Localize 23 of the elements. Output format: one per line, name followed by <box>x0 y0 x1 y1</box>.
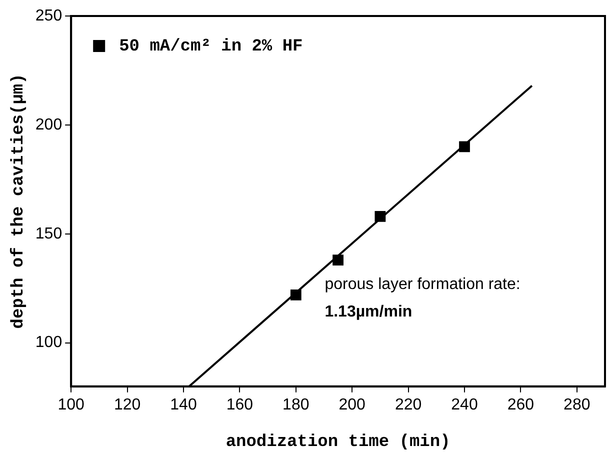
annotation: porous layer formation rate: <box>324 276 520 293</box>
x-tick-label: 180 <box>282 396 310 414</box>
x-tick-label: 200 <box>338 396 366 414</box>
point <box>374 211 386 222</box>
x-tick-label: 260 <box>507 396 534 414</box>
x-axis-title: anodization time (min) <box>226 433 450 452</box>
x-tick-label: 160 <box>226 396 254 414</box>
y-tick-label: 100 <box>35 334 62 352</box>
x-tick-label: 220 <box>394 396 422 414</box>
x-tick-label: 240 <box>451 396 478 414</box>
point <box>332 254 344 266</box>
x-tick-label: 100 <box>58 396 85 414</box>
y-axis-title: depth of the cavities(µm) <box>9 74 28 329</box>
point <box>459 141 470 152</box>
x-tick-label: 140 <box>170 396 197 414</box>
legend-label: 50 mA/cm² in 2% HF <box>119 37 303 56</box>
annotation: 1.13µm/min <box>324 304 412 321</box>
x-tick-label: 280 <box>564 396 590 414</box>
y-tick-label: 250 <box>35 7 62 24</box>
point <box>290 289 302 300</box>
y-tick-label: 150 <box>35 225 62 242</box>
x-tick-label: 120 <box>114 396 141 414</box>
y-tick-label: 200 <box>35 116 62 134</box>
